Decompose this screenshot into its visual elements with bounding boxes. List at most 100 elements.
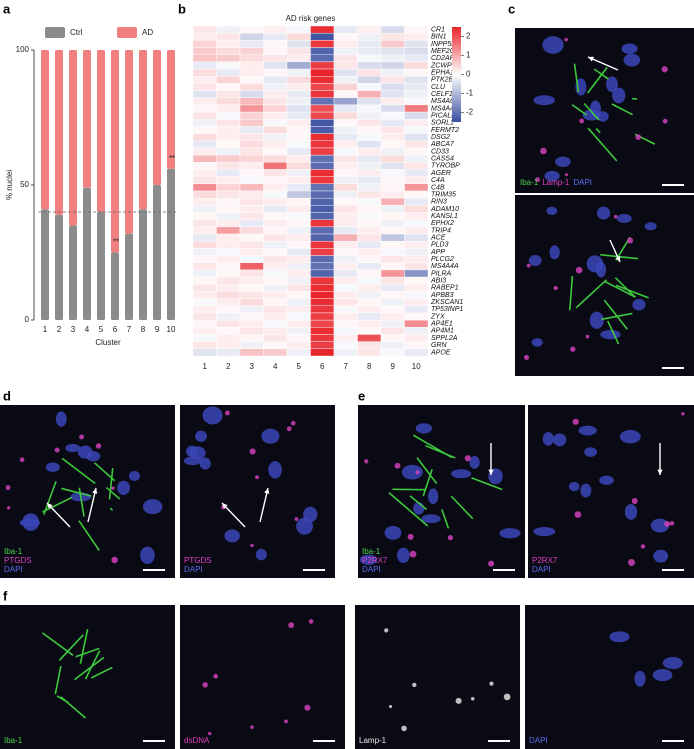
heatmap-cell bbox=[286, 255, 311, 263]
heatmap-cell bbox=[404, 284, 429, 292]
heatmap-cell bbox=[404, 83, 429, 91]
heatmap-cell bbox=[239, 226, 264, 235]
row-label: CLU bbox=[431, 84, 446, 91]
puncta bbox=[286, 426, 292, 432]
heatmap-cell bbox=[239, 183, 264, 192]
arrow-head bbox=[92, 488, 98, 494]
heatmap-cell bbox=[263, 47, 288, 55]
nucleus bbox=[578, 425, 597, 436]
heatmap-cell bbox=[239, 291, 264, 299]
heatmap-cell bbox=[263, 262, 288, 271]
heatmap-cell bbox=[333, 119, 358, 127]
heatmap-cell bbox=[286, 90, 311, 98]
heatmap-cell bbox=[263, 248, 288, 256]
bar-segment bbox=[69, 225, 77, 320]
heatmap-cell bbox=[333, 126, 358, 134]
puncta bbox=[388, 705, 393, 709]
row-label: ZKSCAN1 bbox=[430, 299, 463, 306]
heatmap-cell bbox=[310, 54, 335, 63]
heatmap-cell bbox=[310, 154, 335, 163]
heatmap-cell bbox=[216, 305, 241, 314]
nucleus bbox=[428, 488, 439, 505]
heatmap-cell bbox=[357, 269, 382, 278]
heatmap-cell bbox=[286, 169, 311, 177]
heatmap-cell bbox=[263, 197, 288, 206]
nucleus bbox=[623, 53, 641, 67]
nucleus bbox=[596, 206, 611, 220]
heatmap-cell bbox=[263, 212, 288, 220]
puncta bbox=[628, 559, 636, 566]
nucleus bbox=[650, 518, 670, 533]
heatmap-cell bbox=[357, 312, 382, 321]
heatmap-cell bbox=[333, 248, 358, 256]
heatmap-cell bbox=[357, 61, 382, 70]
heatmap-cell bbox=[263, 176, 288, 185]
heatmap-cell bbox=[310, 219, 335, 228]
heatmap-cell bbox=[216, 176, 241, 185]
micrograph bbox=[515, 195, 694, 376]
heatmap-cell bbox=[239, 212, 264, 220]
heatmap-cell bbox=[263, 319, 288, 328]
heatmap-cell bbox=[239, 140, 264, 149]
heatmap-cell bbox=[310, 312, 335, 321]
nucleus bbox=[140, 546, 155, 565]
nucleus bbox=[469, 455, 480, 469]
heatmap-cell bbox=[380, 126, 405, 134]
heatmap-cell bbox=[239, 284, 264, 292]
heatmap-cell bbox=[333, 68, 358, 77]
channel-label: DAPI bbox=[362, 565, 381, 574]
heatmap-cell bbox=[192, 119, 217, 127]
puncta bbox=[415, 470, 420, 475]
heatmap-cell bbox=[216, 327, 241, 335]
x-tick-label: 2 bbox=[57, 325, 62, 334]
row-label: RIN3 bbox=[431, 199, 447, 206]
heatmap-cell bbox=[404, 97, 429, 106]
nucleus bbox=[586, 255, 604, 273]
heatmap-cell bbox=[333, 97, 358, 106]
heatmap-cell bbox=[192, 111, 217, 120]
heatmap-cell bbox=[404, 119, 429, 127]
heatmap-cell bbox=[192, 284, 217, 292]
bar-segment bbox=[83, 50, 91, 188]
heatmap-cell bbox=[380, 104, 405, 113]
heatmap-cell bbox=[216, 197, 241, 206]
heatmap-cell bbox=[286, 54, 311, 63]
heatmap-cell bbox=[263, 334, 288, 342]
heatmap-cell bbox=[286, 305, 311, 314]
nucleus bbox=[544, 170, 560, 182]
heatmap-cell bbox=[286, 233, 311, 242]
heatmap-cell bbox=[263, 284, 288, 292]
heatmap-cell bbox=[192, 226, 217, 235]
heatmap-cell bbox=[380, 334, 405, 342]
heatmap-cell bbox=[263, 312, 288, 321]
heatmap-cell bbox=[333, 154, 358, 163]
heatmap-cell bbox=[263, 126, 288, 134]
puncta bbox=[631, 498, 638, 505]
row-label: CASS4 bbox=[431, 156, 454, 163]
row-label: CR1 bbox=[431, 26, 445, 33]
heatmap-cell bbox=[333, 348, 358, 357]
x-tick-label: 7 bbox=[127, 325, 132, 334]
nucleus bbox=[580, 483, 592, 498]
heatmap-cell bbox=[192, 40, 217, 48]
heatmap-cell bbox=[263, 162, 288, 170]
heatmap-cell bbox=[333, 219, 358, 228]
puncta bbox=[489, 681, 494, 686]
heatmap-cell bbox=[286, 212, 311, 220]
heatmap-cell bbox=[333, 104, 358, 113]
annotation: ** bbox=[169, 154, 175, 163]
micrograph: dsDNA bbox=[180, 605, 345, 749]
image-background bbox=[528, 405, 694, 578]
x-tick-label: 9 bbox=[155, 325, 160, 334]
process bbox=[61, 457, 96, 485]
nucleus bbox=[624, 503, 638, 520]
puncta bbox=[288, 622, 295, 629]
nucleus bbox=[599, 475, 614, 485]
arrow-head bbox=[47, 503, 53, 509]
heatmap-cell bbox=[404, 197, 429, 206]
heatmap-cell bbox=[239, 190, 264, 199]
heatmap-cell bbox=[310, 126, 335, 134]
heatmap-cell bbox=[380, 111, 405, 120]
heatmap-cell bbox=[404, 176, 429, 185]
